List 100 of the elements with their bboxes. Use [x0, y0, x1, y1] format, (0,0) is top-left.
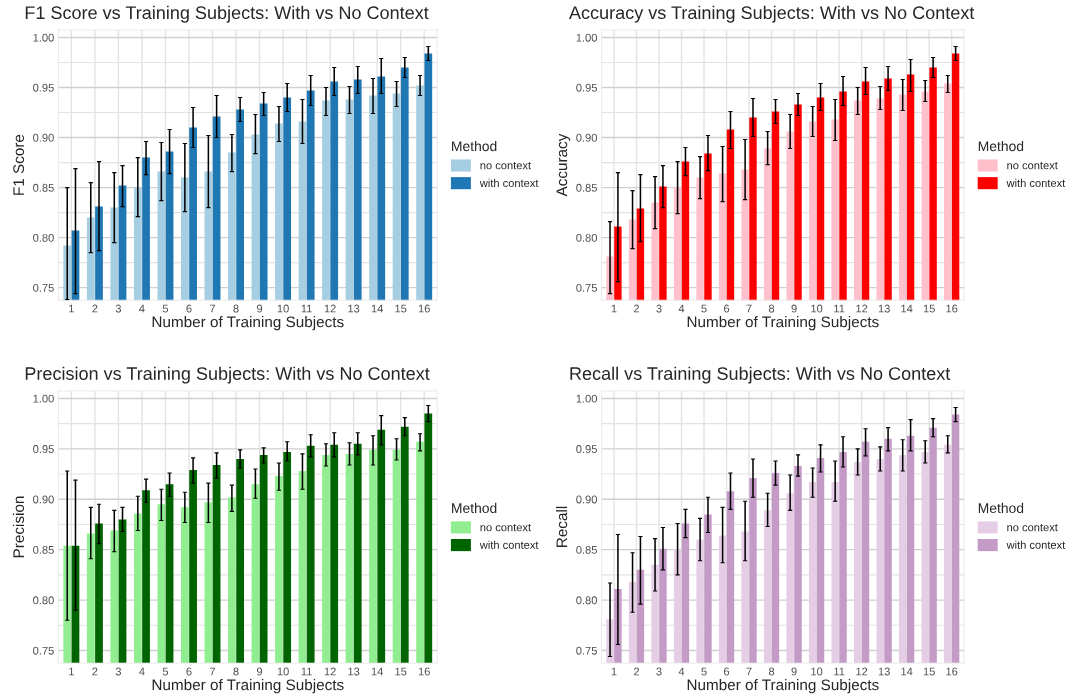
- x-axis-title: Number of Training Subjects: [152, 316, 344, 331]
- x-tick-label: 16: [946, 304, 958, 313]
- legend-label: no context: [480, 523, 531, 532]
- x-tick-label: 16: [418, 304, 430, 313]
- x-axis-title: Number of Training Subjects: [687, 316, 879, 331]
- y-tick-label: 0.75: [576, 646, 597, 655]
- y-tick-label: 1.00: [576, 33, 597, 42]
- y-tick-label: 0.85: [33, 183, 54, 192]
- x-tick-label: 9: [791, 667, 797, 676]
- y-tick-label: 1.00: [576, 394, 597, 403]
- y-tick-label: 0.85: [33, 545, 54, 554]
- x-tick-label: 3: [115, 304, 122, 313]
- x-tick-label: 8: [233, 304, 239, 313]
- x-tick-label: 15: [395, 304, 407, 313]
- y-tick-label: 0.75: [576, 283, 597, 292]
- y-tick-label: 0.80: [33, 233, 54, 242]
- x-tick-label: 16: [946, 667, 958, 676]
- x-tick-label: 4: [678, 667, 685, 676]
- x-tick-label: 6: [186, 667, 192, 676]
- y-tick-label: 0.95: [576, 445, 597, 453]
- y-tick-label: 0.80: [576, 233, 597, 242]
- y-tick-label: 0.90: [33, 133, 54, 142]
- x-tick-label: 2: [92, 667, 98, 676]
- y-axis-title: Recall: [556, 506, 568, 547]
- y-tick-label: 0.95: [576, 83, 597, 92]
- x-tick-label: 2: [92, 304, 98, 313]
- legend-label: with context: [479, 178, 539, 187]
- x-tick-label: 14: [901, 667, 913, 676]
- x-tick-label: 15: [395, 667, 407, 676]
- y-axis-title: F1 Score: [13, 134, 25, 195]
- x-tick-label: 2: [633, 304, 640, 313]
- x-tick-label: 8: [768, 304, 775, 313]
- y-tick-label: 0.95: [33, 445, 54, 453]
- x-tick-label: 4: [678, 304, 685, 313]
- x-tick-label: 16: [418, 667, 430, 676]
- chart-title: Accuracy vs Training Subjects: With vs No Context: [569, 5, 975, 23]
- x-tick-label: 8: [233, 667, 239, 676]
- x-tick-label: 11: [834, 667, 845, 676]
- x-tick-label: 14: [371, 304, 383, 313]
- y-tick-label: 0.90: [576, 133, 597, 142]
- legend-title: Method: [978, 502, 1024, 514]
- y-tick-label: 0.90: [576, 495, 597, 504]
- x-tick-label: 15: [923, 667, 935, 676]
- x-tick-label: 14: [371, 667, 383, 676]
- x-axis-title: Number of Training Subjects: [687, 679, 879, 694]
- x-tick-label: 9: [791, 304, 797, 313]
- x-tick-label: 12: [856, 304, 868, 313]
- x-tick-label: 2: [633, 667, 640, 676]
- x-tick-label: 3: [115, 667, 122, 676]
- x-tick-label: 1: [69, 304, 74, 313]
- x-tick-label: 12: [324, 304, 336, 313]
- x-tick-label: 10: [277, 304, 289, 313]
- legend-label: no context: [1007, 162, 1058, 170]
- x-tick-label: 6: [724, 667, 730, 676]
- x-tick-label: 11: [301, 667, 312, 676]
- x-tick-label: 13: [348, 304, 360, 313]
- x-tick-label: 7: [746, 304, 752, 313]
- x-tick-label: 11: [301, 304, 312, 313]
- y-tick-label: 1.00: [33, 33, 54, 42]
- x-tick-label: 5: [162, 667, 169, 676]
- y-tick-label: 0.75: [33, 283, 54, 292]
- x-tick-label: 11: [834, 304, 845, 313]
- x-tick-label: 7: [209, 304, 216, 313]
- x-tick-label: 8: [768, 667, 775, 676]
- y-tick-label: 0.95: [33, 83, 54, 92]
- x-tick-label: 10: [811, 667, 823, 676]
- legend-label: with context: [479, 540, 539, 549]
- y-tick-label: 0.75: [33, 646, 54, 655]
- legend-title: Method: [452, 140, 497, 152]
- y-axis-title: Precision: [12, 496, 25, 558]
- x-tick-label: 13: [878, 667, 890, 676]
- x-tick-label: 5: [162, 304, 169, 313]
- x-tick-label: 6: [724, 304, 730, 313]
- x-tick-label: 1: [69, 667, 74, 676]
- x-tick-label: 4: [139, 667, 145, 676]
- x-tick-label: 10: [277, 667, 289, 676]
- x-tick-label: 12: [856, 667, 868, 676]
- x-tick-label: 13: [878, 304, 890, 313]
- y-tick-label: 0.90: [33, 495, 54, 504]
- x-tick-label: 15: [923, 304, 935, 313]
- x-tick-label: 12: [324, 667, 336, 676]
- x-tick-label: 9: [256, 304, 263, 313]
- x-tick-label: 1: [611, 667, 617, 676]
- y-tick-label: 1.00: [33, 394, 54, 403]
- x-tick-label: 4: [139, 304, 145, 313]
- y-axis-title: Accuracy: [556, 133, 571, 197]
- x-tick-label: 9: [256, 667, 263, 676]
- y-tick-label: 0.85: [576, 545, 597, 554]
- x-tick-label: 5: [701, 304, 707, 313]
- x-tick-label: 10: [811, 304, 823, 313]
- x-tick-label: 5: [701, 667, 707, 676]
- x-tick-label: 13: [348, 667, 360, 676]
- legend-title: Method: [452, 502, 497, 514]
- x-tick-label: 1: [611, 304, 617, 313]
- x-tick-label: 6: [186, 304, 192, 313]
- chart-title: Recall vs Training Subjects: With vs No Context: [570, 366, 951, 384]
- legend-label: with context: [1006, 540, 1066, 549]
- x-tick-label: 3: [656, 667, 662, 676]
- y-tick-label: 0.80: [576, 596, 597, 605]
- legend-label: no context: [480, 162, 531, 170]
